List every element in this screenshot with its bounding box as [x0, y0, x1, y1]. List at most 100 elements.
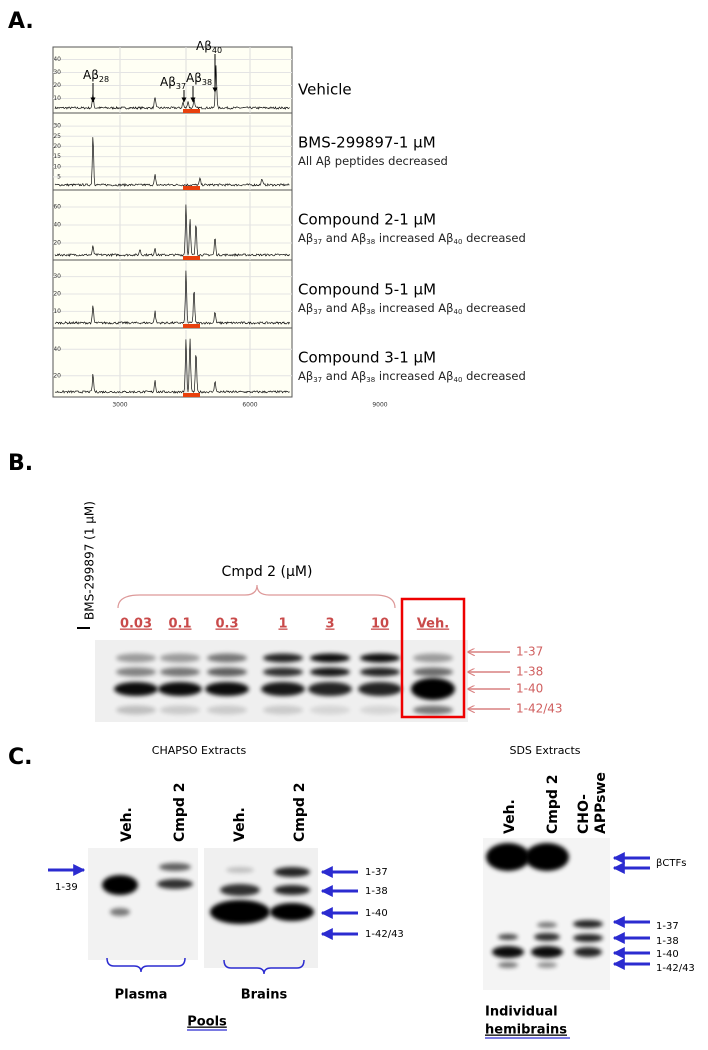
blot-band	[116, 653, 156, 663]
subtitle-part: increased Aβ	[375, 301, 453, 315]
lane-label: Veh.	[232, 807, 248, 842]
blot-band	[537, 962, 557, 968]
y-tick-label: 10	[53, 308, 61, 315]
footer-label: Individual	[485, 1005, 558, 1020]
lane-label: Veh.	[502, 799, 518, 834]
blot-band	[534, 933, 560, 941]
band-label: 1-42/43	[365, 929, 404, 940]
group-label: Plasma	[115, 988, 168, 1003]
blot-band	[537, 922, 557, 928]
peak-label-sub: 40	[212, 46, 222, 55]
band-label: 1-37	[656, 921, 679, 932]
blot-band	[114, 682, 158, 696]
highlight-box	[400, 597, 466, 719]
region-marker	[183, 186, 200, 190]
subtitle-part: All Aβ peptides decreased	[298, 154, 448, 168]
blot-band	[207, 653, 247, 663]
lane-label: Cmpd 2	[172, 782, 188, 842]
band-label: 1-40	[656, 949, 679, 960]
subtitle-part: Aβ	[298, 369, 313, 383]
subtitle-part: decreased	[462, 231, 525, 245]
subtitle-part: Aβ	[298, 301, 313, 315]
lane-label: APPswe	[593, 772, 609, 834]
blot-band	[263, 667, 303, 677]
spectrum	[54, 137, 290, 188]
region-marker	[183, 109, 200, 113]
peak-label: Aβ28	[83, 68, 109, 85]
subtitle-part: and Aβ	[322, 301, 366, 315]
spectrum	[54, 65, 290, 111]
y-tick-label: 30	[53, 69, 61, 76]
lane-label: 0.03	[120, 617, 152, 632]
blot-band	[160, 667, 200, 677]
blot-band	[413, 667, 453, 677]
y-tick-label: 10	[53, 163, 61, 170]
peak-label-sub: 28	[99, 75, 109, 84]
blot-band	[274, 885, 310, 895]
blot-band	[525, 843, 569, 871]
subtitle-part: increased Aβ	[375, 369, 453, 383]
peak-label-sub: 37	[176, 82, 186, 91]
subtitle-part: 37	[313, 238, 322, 246]
lane-label: Veh.	[417, 617, 449, 632]
lane-label: 0.1	[168, 617, 191, 632]
subtitle-part: 40	[454, 308, 463, 316]
blot-band	[411, 678, 455, 700]
blot-band	[102, 875, 138, 895]
blot-band	[158, 682, 202, 696]
lane-label: Cmpd 2	[545, 774, 561, 834]
band-label: βCTFs	[656, 858, 686, 869]
subtitle-part: 38	[366, 238, 375, 246]
x-tick-label: 9000	[372, 402, 387, 409]
subtitle-part: 38	[366, 376, 375, 384]
peak-label-base: Aβ	[160, 75, 176, 89]
panel-label: B.	[8, 451, 33, 476]
lane-label: 1	[278, 617, 287, 632]
blot-band	[116, 705, 156, 715]
blot-band	[220, 884, 260, 896]
subtitle-part: 37	[313, 308, 322, 316]
blot-band	[308, 682, 352, 696]
spectrum	[54, 338, 290, 394]
blot-band	[205, 682, 249, 696]
blot-band	[531, 946, 563, 958]
blot-band	[263, 653, 303, 663]
row-title: Compound 5-1 μM	[298, 281, 436, 299]
lane-label: Veh.	[119, 807, 135, 842]
region-marker	[183, 324, 200, 328]
subtitle-part: and Aβ	[322, 231, 366, 245]
section-title: CHAPSO Extracts	[152, 744, 247, 757]
band-label: 1-38	[516, 665, 543, 679]
blot-band	[360, 705, 400, 715]
y-tick-label: 15	[53, 153, 61, 160]
y-tick-label: 20	[53, 143, 61, 150]
lane-label: Cmpd 2	[292, 782, 308, 842]
row-title: Compound 2-1 μM	[298, 211, 436, 229]
group-label: Brains	[241, 988, 288, 1003]
control-label: BMS-299897 (1 μM)	[83, 501, 97, 620]
y-tick-label: 40	[53, 222, 61, 229]
blot-band	[360, 653, 400, 663]
y-tick-label: 40	[53, 56, 61, 63]
y-tick-label: 5	[57, 173, 61, 180]
band-label: 1-39	[55, 882, 78, 893]
section-title: SDS Extracts	[509, 744, 580, 757]
blot-band	[358, 682, 402, 696]
blot-band	[226, 867, 254, 873]
blot-band	[492, 946, 524, 958]
y-tick-label: 20	[53, 291, 61, 298]
row-title: Compound 3-1 μM	[298, 349, 436, 367]
y-tick-label: 10	[53, 95, 61, 102]
band-label: 1-42/43	[656, 963, 695, 974]
x-tick-label: 6000	[242, 402, 257, 409]
band-label: 1-38	[656, 936, 679, 947]
blot-band	[574, 947, 602, 957]
row-subtitle: All Aβ peptides decreased	[298, 154, 448, 168]
band-label: 1-42/43	[516, 702, 563, 716]
blot-band	[498, 934, 518, 940]
panel-label: C.	[8, 745, 33, 770]
blot-band	[573, 920, 603, 928]
peak-label: Aβ40	[196, 39, 222, 56]
row-subtitle: Aβ37 and Aβ38 increased Aβ40 decreased	[298, 231, 526, 247]
